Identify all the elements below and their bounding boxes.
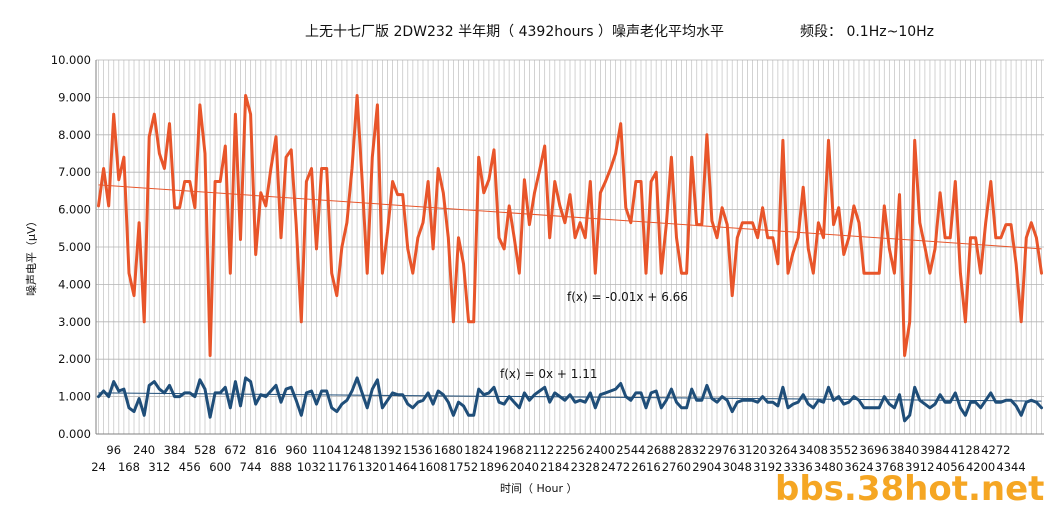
x-tick-label: 1320 [358,460,387,474]
x-tick-label: 744 [240,460,262,474]
x-tick-label: 456 [179,460,201,474]
x-axis-title: 时间（ Hour ） [500,482,578,495]
x-tick-label: 3336 [783,460,812,474]
x-tick-label: 312 [148,460,170,474]
x-tick-label: 384 [164,443,186,457]
x-tick-labels: 24 168 312 456 600 744 888 1032 1176 1320 1464 1608… [91,443,1025,474]
x-tick-label: 2832 [677,443,706,457]
x-tick-label: 3768 [875,460,904,474]
series-line-1 [97,94,1043,357]
y-tick-labels: 0.000 1.000 2.000 3.000 4.000 5.000 6.000 7.000… [51,53,91,441]
x-tick-label: 2400 [586,443,615,457]
x-tick-label: 3192 [753,460,782,474]
watermark: bbs.38hot.net [775,469,1044,509]
x-tick-label: 960 [285,443,307,457]
x-tick-label: 2256 [555,443,584,457]
series-line-2 [97,376,1043,423]
y-tick-label: 0.000 [58,427,91,441]
x-tick-label: 2184 [540,460,569,474]
x-tick-label: 3840 [890,443,919,457]
y-tick-label: 7.000 [58,165,91,179]
x-tick-label: 1032 [297,460,326,474]
y-axis-title: 噪声电平（μV） [24,215,38,296]
x-tick-label: 2904 [692,460,721,474]
x-tick-label: 600 [209,460,231,474]
series-lines [97,94,1043,423]
x-tick-label: 528 [194,443,216,457]
x-tick-label: 2328 [571,460,600,474]
y-tick-label: 5.000 [58,240,91,254]
x-tick-label: 2760 [662,460,691,474]
x-tick-label: 2616 [631,460,660,474]
x-tick-label: 168 [118,460,140,474]
x-tick-label: 1392 [373,443,402,457]
x-tick-label: 3264 [768,443,797,457]
x-tick-label: 96 [106,443,121,457]
x-tick-label: 3984 [920,443,949,457]
y-tick-label: 1.000 [58,390,91,404]
chart-subtitle: 频段： 0.1Hz~10Hz [800,24,934,40]
x-tick-label: 1536 [403,443,432,457]
x-tick-label: 4128 [951,443,980,457]
y-tick-label: 4.000 [58,277,91,291]
chart-title: 上无十七厂版 2DW232 半年期（ 4392hours ）噪声老化平均水平 [305,24,724,40]
x-tick-label: 2544 [616,443,645,457]
x-tick-label: 3408 [799,443,828,457]
trendline-label-1: f(x) = -0.01x + 6.66 [567,290,688,304]
x-tick-label: 4272 [981,443,1010,457]
x-tick-label: 240 [133,443,155,457]
x-tick-label: 4056 [936,460,965,474]
x-tick-label: 1176 [327,460,356,474]
x-tick-label: 1968 [495,443,524,457]
x-tick-label: 1248 [342,443,371,457]
x-tick-label: 3912 [905,460,934,474]
trendline [98,184,1042,250]
y-tick-label: 9.000 [58,90,91,104]
x-tick-label: 3624 [844,460,873,474]
x-tick-label: 1608 [418,460,447,474]
x-tick-label: 2472 [601,460,630,474]
x-tick-label: 2688 [647,443,676,457]
x-tick-label: 3120 [738,443,767,457]
y-tick-label: 6.000 [58,203,91,217]
x-tick-label: 24 [91,460,106,474]
x-tick-label: 3048 [723,460,752,474]
x-tick-label: 2040 [510,460,539,474]
x-tick-label: 3552 [829,443,858,457]
y-tick-label: 3.000 [58,315,91,329]
x-tick-label: 3480 [814,460,843,474]
x-tick-label: 2976 [707,443,736,457]
x-tick-label: 4344 [996,460,1025,474]
y-tick-label: 2.000 [58,352,91,366]
x-tick-label: 3696 [860,443,889,457]
x-tick-label: 888 [270,460,292,474]
x-tick-label: 1680 [434,443,463,457]
x-tick-label: 4200 [966,460,995,474]
x-tick-label: 1464 [388,460,417,474]
x-tick-label: 2112 [525,443,554,457]
x-tick-label: 672 [224,443,246,457]
y-tick-label: 8.000 [58,128,91,142]
y-tick-label: 10.000 [51,53,91,67]
x-tick-label: 1752 [449,460,478,474]
x-tick-label: 1896 [479,460,508,474]
x-tick-label: 1824 [464,443,493,457]
trendline-label-2: f(x) = 0x + 1.11 [500,367,598,381]
x-tick-label: 1104 [312,443,341,457]
x-tick-label: 816 [255,443,277,457]
